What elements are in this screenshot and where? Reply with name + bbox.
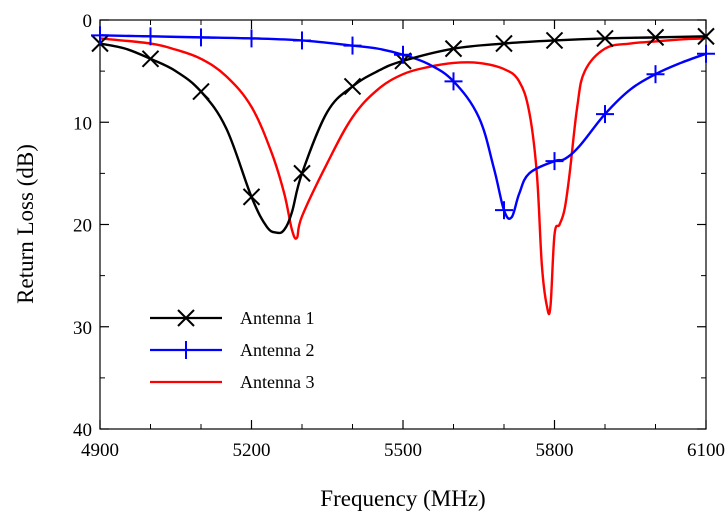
series-1-x-marker bbox=[596, 29, 614, 48]
legend-label-antenna-1: Antenna 1 bbox=[240, 308, 314, 328]
legend: Antenna 1 Antenna 2 Antenna 3 bbox=[150, 308, 314, 392]
y-axis-title: Return Loss (dB) bbox=[13, 144, 38, 304]
series-2-plus-marker bbox=[646, 65, 665, 84]
series-1-x-marker bbox=[545, 31, 564, 50]
x-tick-label: 5500 bbox=[384, 440, 422, 461]
series-2-plus-marker bbox=[495, 201, 513, 220]
series-2-plus-marker bbox=[91, 26, 109, 45]
series-2-plus-marker bbox=[242, 29, 261, 48]
series-2-plus-marker bbox=[545, 152, 564, 171]
series-1-x-marker bbox=[192, 82, 210, 101]
legend-x-marker bbox=[177, 309, 195, 327]
y-tick-label: 30 bbox=[73, 318, 92, 339]
series-1-x-marker bbox=[495, 34, 513, 53]
series-1-x-marker bbox=[646, 28, 665, 47]
series-2-plus-marker bbox=[141, 27, 160, 46]
axis-ticks bbox=[99, 19, 707, 430]
series-1-x-marker bbox=[242, 188, 261, 206]
axis-tick-labels: 4900 5200 5500 5800 6100 0 10 20 30 40 bbox=[73, 11, 725, 461]
series-1-x-marker bbox=[343, 77, 362, 96]
legend-label-antenna-3: Antenna 3 bbox=[240, 372, 314, 392]
series-1-x-marker bbox=[697, 27, 715, 46]
series-1-x-marker bbox=[293, 164, 311, 183]
x-tick-label: 5800 bbox=[536, 440, 574, 461]
x-tick-label: 5200 bbox=[233, 440, 271, 461]
series-line-1 bbox=[99, 35, 707, 235]
legend-label-antenna-2: Antenna 2 bbox=[240, 340, 314, 360]
series-2-plus-marker bbox=[192, 28, 210, 47]
x-tick-label: 6100 bbox=[687, 440, 725, 461]
y-tick-label: 10 bbox=[73, 113, 92, 134]
series-lines bbox=[99, 34, 707, 316]
series-2-plus-marker bbox=[697, 44, 715, 63]
series-2-plus-marker bbox=[394, 45, 412, 64]
series-1-x-marker bbox=[444, 39, 463, 58]
x-axis-title: Frequency (MHz) bbox=[320, 486, 485, 511]
series-1-x-marker bbox=[141, 50, 160, 68]
y-tick-label: 0 bbox=[83, 11, 93, 32]
y-tick-label: 40 bbox=[73, 420, 92, 441]
series-2-plus-marker bbox=[596, 105, 614, 124]
series-markers bbox=[91, 26, 715, 220]
series-line-3 bbox=[99, 37, 707, 316]
series-2-plus-marker bbox=[343, 36, 362, 55]
series-2-plus-marker bbox=[293, 31, 311, 50]
legend-plus-marker bbox=[177, 341, 195, 359]
y-tick-label: 20 bbox=[73, 216, 92, 237]
series-2-plus-marker bbox=[444, 72, 463, 91]
x-tick-label: 4900 bbox=[81, 440, 119, 461]
